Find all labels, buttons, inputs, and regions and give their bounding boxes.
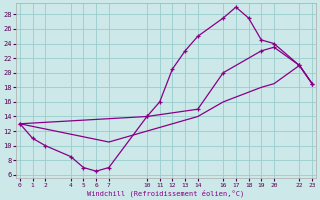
X-axis label: Windchill (Refroidissement éolien,°C): Windchill (Refroidissement éolien,°C) (87, 189, 245, 197)
